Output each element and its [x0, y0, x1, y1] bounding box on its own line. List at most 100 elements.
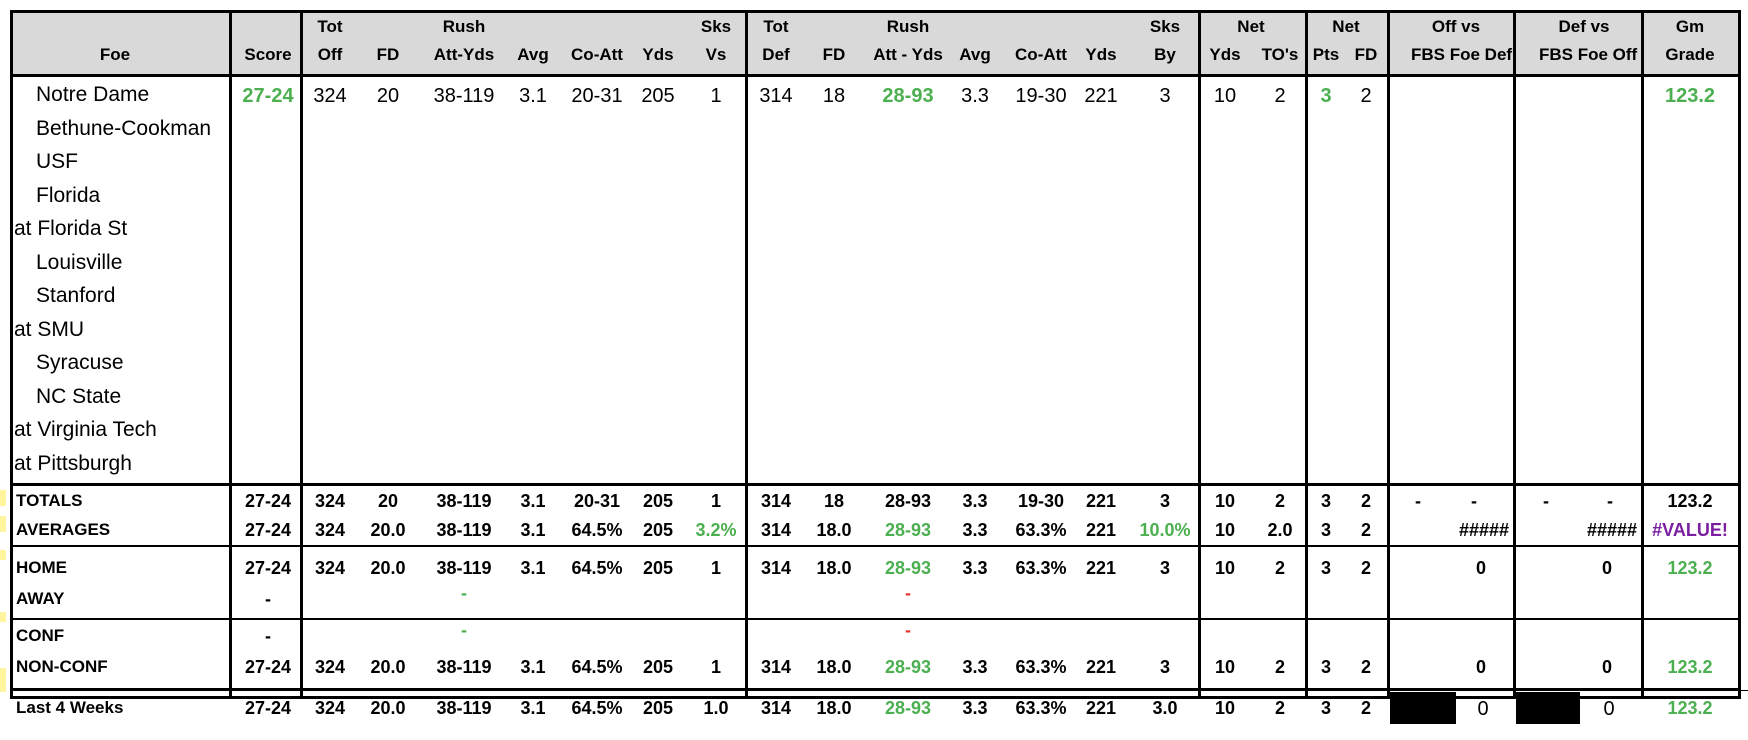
- header-tot_def-top: Tot: [763, 17, 789, 36]
- grid-hline: [10, 74, 1741, 77]
- game-sks-vs: 1: [710, 85, 722, 107]
- summary-last4-gm-grade: 123.2: [1667, 698, 1713, 718]
- game-foe: Stanford: [36, 284, 116, 307]
- header-net_tos: TO's: [1261, 45, 1299, 64]
- header-tot_off: Off: [317, 45, 343, 64]
- grid-vline: [1641, 10, 1644, 698]
- summary-home-coatt-off: 64.5%: [571, 558, 623, 578]
- game-foe: Syracuse: [36, 351, 124, 374]
- summary-nonconf-avg-off: 3.1: [520, 657, 546, 677]
- game-foe: NC State: [36, 384, 122, 408]
- summary-nonconf-fd-off: 20.0: [370, 657, 406, 677]
- summary-nonconf-net-yds: 10: [1214, 657, 1236, 677]
- row-marker: [0, 612, 6, 622]
- summary-averages-score: 27-24: [244, 520, 292, 540]
- summary-nonconf-net-pts: 3: [1320, 657, 1331, 677]
- header-yds_def: Yds: [1085, 45, 1117, 64]
- summary-home-sks-vs: 1: [710, 558, 721, 578]
- summary-nonconf-net-tos: 2: [1274, 657, 1285, 677]
- header-sks_vs-top: Sks: [700, 17, 732, 36]
- summary-nonconf-net-fd: 2: [1360, 657, 1371, 677]
- summary-averages-net-yds: 10: [1214, 520, 1236, 540]
- summary-away-rush-off: -: [461, 583, 467, 603]
- summary-averages-sks-vs: 3.2%: [695, 520, 737, 540]
- header-net_pts-top: Net: [1332, 17, 1360, 36]
- game-tot-def: 314: [759, 85, 793, 107]
- summary-last4-fd-off: 20.0: [370, 698, 406, 718]
- header-score: Score: [244, 45, 292, 64]
- summary-label: Last 4 Weeks: [16, 698, 124, 717]
- summary-averages-rush-off: 38-119: [436, 520, 492, 540]
- header-foe: Foe: [99, 45, 131, 64]
- game-score: 27-24: [242, 85, 294, 107]
- summary-last4-rush-off: 38-119: [436, 698, 492, 718]
- row-marker: [0, 516, 6, 532]
- header-sks_by: By: [1154, 45, 1176, 64]
- summary-totals-coatt-def: 19-30: [1017, 491, 1065, 511]
- summary-home-yds-def: 221: [1085, 558, 1117, 578]
- summary-nonconf-sks-by: 3: [1159, 657, 1170, 677]
- grid-hline: [10, 696, 1741, 699]
- summary-nonconf-def-vs: 0: [1601, 657, 1612, 677]
- summary-totals-coatt-off: 20-31: [573, 491, 621, 511]
- summary-averages-rush-def: 28-93: [884, 520, 932, 540]
- summary-averages-yds-off: 205: [642, 520, 674, 540]
- header-avg_def: Avg: [959, 45, 991, 64]
- header-coatt_def: Co-Att: [1015, 45, 1067, 64]
- game-gm-grade: 123.2: [1664, 85, 1716, 107]
- summary-totals-yds-def: 221: [1085, 491, 1117, 511]
- grid-vline: [1513, 10, 1516, 698]
- summary-averages-net-pts: 3: [1320, 520, 1331, 540]
- summary-nonconf-rush-def: 28-93: [884, 657, 932, 677]
- header-rush_off-top: Rush: [442, 17, 486, 36]
- game-net-pts: 3: [1320, 85, 1332, 107]
- summary-last4-net-fd: 2: [1360, 698, 1371, 718]
- summary-home-off-vs: 0: [1475, 558, 1486, 578]
- summary-averages-avg-def: 3.3: [962, 520, 988, 540]
- grid-vline: [1305, 10, 1308, 698]
- grid-hline: [10, 688, 1741, 691]
- game-net-yds: 10: [1213, 85, 1237, 107]
- summary-averages-off-vs: #####: [1458, 520, 1509, 540]
- game-rush-off: 38-119: [433, 85, 495, 107]
- header-sks_vs: Vs: [705, 45, 727, 64]
- summary-last4-avg-def: 3.3: [962, 698, 988, 718]
- summary-last4-sks-vs: 1.0: [703, 698, 729, 718]
- summary-home-tot-off: 324: [314, 558, 346, 578]
- grid-vline: [1387, 10, 1390, 698]
- game-foe: Notre Dame: [36, 83, 150, 106]
- summary-nonconf-coatt-def: 63.3%: [1015, 657, 1067, 677]
- summary-last4-tot-def: 314: [760, 698, 792, 718]
- header-rush_def: Att - Yds: [873, 45, 943, 64]
- summary-last4-fd-def: 18.0: [816, 698, 852, 718]
- summary-totals-tot-def: 314: [760, 491, 792, 511]
- summary-away-rush-def: -: [905, 583, 911, 603]
- grid-hline: [10, 545, 1741, 547]
- summary-home-sks-by: 3: [1159, 558, 1170, 578]
- summary-last4-net-pts: 3: [1320, 698, 1331, 718]
- summary-nonconf-avg-def: 3.3: [962, 657, 988, 677]
- game-avg-def: 3.3: [961, 85, 989, 107]
- summary-home-rush-off: 38-119: [436, 558, 492, 578]
- header-net_pts: Pts: [1312, 45, 1340, 64]
- header-avg_off: Avg: [517, 45, 549, 64]
- summary-label: HOME: [16, 558, 67, 577]
- summary-away-score: -: [265, 589, 271, 609]
- summary-totals-tot-off: 324: [314, 491, 346, 511]
- summary-home-net-yds: 10: [1214, 558, 1236, 578]
- summary-nonconf-yds-off: 205: [642, 657, 674, 677]
- summary-totals-net-tos: 2: [1274, 491, 1285, 511]
- summary-averages-tot-off: 324: [314, 520, 346, 540]
- summary-last4-score: 27-24: [244, 698, 292, 718]
- game-fd-off: 20: [376, 85, 400, 107]
- summary-nonconf-sks-vs: 1: [710, 657, 721, 677]
- header-fd_off: FD: [376, 45, 400, 64]
- summary-label: AVERAGES: [16, 520, 111, 539]
- summary-nonconf-off-vs: 0: [1475, 657, 1486, 677]
- summary-totals-gm-grade: 123.2: [1667, 491, 1713, 511]
- summary-totals-rush-off: 38-119: [436, 491, 492, 511]
- game-foe: at Florida St: [14, 217, 128, 240]
- summary-totals-fd-def: 18: [823, 491, 845, 511]
- summary-home-rush-def: 28-93: [884, 558, 932, 578]
- summary-home-net-fd: 2: [1360, 558, 1371, 578]
